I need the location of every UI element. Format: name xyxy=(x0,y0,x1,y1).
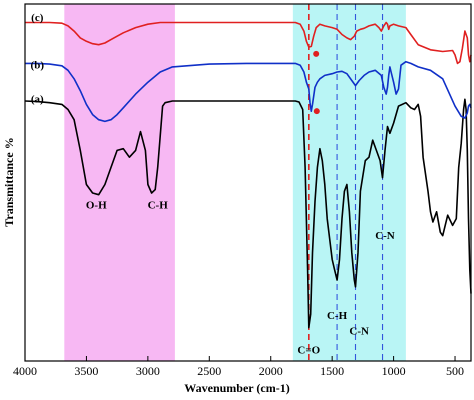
x-axis-title: Wavenumber (cm-1) xyxy=(184,381,289,395)
series-label: (a) xyxy=(31,94,44,106)
x-tick-label: 2000 xyxy=(259,364,283,378)
x-axis-ticks: 4000 3500 3000 2500 2000 1500 1000 500 xyxy=(13,356,464,378)
series-label: (c) xyxy=(31,12,44,24)
peak-annotation: C-N xyxy=(349,326,369,338)
peak-annotation: C-N xyxy=(375,230,395,242)
peak-annotation: O-H xyxy=(86,199,107,211)
peak-annotation: C-H xyxy=(148,199,169,211)
highlight-bands xyxy=(64,4,406,361)
y-axis-title: Transmittance % xyxy=(2,137,16,226)
peak-annotation: C-H xyxy=(327,310,348,322)
x-tick-label: 1000 xyxy=(382,364,406,378)
peak-marker-1 xyxy=(313,108,320,115)
x-tick-label: 500 xyxy=(446,364,464,378)
peak-markers xyxy=(313,50,320,115)
spectra-series xyxy=(24,21,472,329)
series-labels: (a) (b) (c) xyxy=(31,12,45,106)
plot-frame xyxy=(24,3,472,362)
series-label: (b) xyxy=(31,60,45,72)
peak-annotations: O-H C-HC-HC-NC-NC=O xyxy=(86,199,395,356)
series-line-1 xyxy=(25,60,472,123)
highlight-band-1 xyxy=(292,4,406,361)
series-line-2 xyxy=(25,21,472,65)
peak-marker-0 xyxy=(313,50,320,57)
x-tick-label: 2500 xyxy=(197,364,221,378)
highlight-band-0 xyxy=(64,4,175,361)
x-tick-label: 3000 xyxy=(136,364,160,378)
peak-annotation: C=O xyxy=(297,344,320,356)
x-tick-label: 1500 xyxy=(320,364,344,378)
x-tick-label: 4000 xyxy=(13,364,37,378)
x-tick-label: 3500 xyxy=(74,364,98,378)
series-line-0 xyxy=(24,98,472,329)
